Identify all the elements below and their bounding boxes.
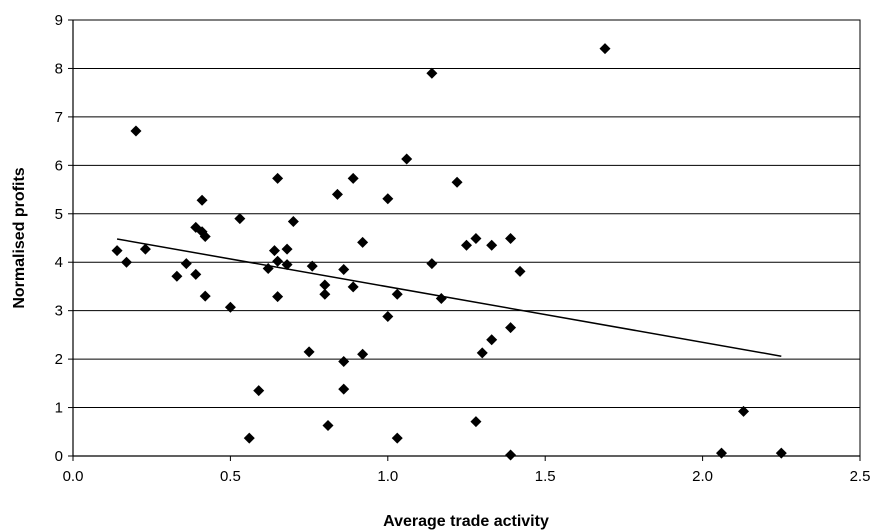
y-tick-label: 2: [55, 351, 63, 368]
data-point: [287, 216, 299, 228]
y-tick-label: 3: [55, 303, 63, 320]
data-point: [139, 243, 151, 255]
x-axis-ticks: 0.0 0.5 1.0 1.5 2.0 2.5: [63, 456, 871, 485]
y-tick-label: 4: [55, 254, 63, 271]
data-point: [253, 385, 265, 397]
x-tick-label: 2.0: [692, 468, 713, 485]
data-point: [401, 153, 413, 165]
data-point: [505, 449, 517, 461]
data-point: [476, 347, 488, 359]
gridlines: [73, 19, 860, 409]
data-point: [715, 447, 727, 459]
y-tick-label: 6: [55, 157, 63, 174]
data-point: [303, 346, 315, 358]
data-point: [234, 213, 246, 225]
data-point: [451, 176, 463, 188]
data-points: [111, 43, 787, 461]
data-point: [281, 259, 293, 271]
y-tick-label: 1: [55, 400, 63, 417]
data-point: [196, 194, 208, 206]
data-point: [357, 236, 369, 248]
data-point: [470, 232, 482, 244]
y-tick-label: 8: [55, 60, 63, 77]
data-point: [190, 268, 202, 280]
data-point: [171, 270, 183, 282]
data-point: [338, 383, 350, 395]
data-point: [199, 231, 211, 243]
data-point: [111, 245, 123, 257]
plot-area: [72, 19, 861, 457]
data-point: [391, 288, 403, 300]
data-point: [224, 301, 236, 313]
x-axis-title: Average trade activity: [383, 513, 549, 530]
data-point: [272, 291, 284, 303]
data-point: [391, 432, 403, 444]
data-point: [470, 416, 482, 428]
data-point: [272, 255, 284, 267]
data-point: [599, 43, 611, 55]
y-tick-label: 5: [55, 206, 63, 223]
data-point: [272, 172, 284, 184]
trendline-group: [116, 238, 782, 357]
data-point: [243, 432, 255, 444]
y-tick-label: 7: [55, 109, 63, 126]
data-point: [281, 243, 293, 255]
data-point: [319, 279, 331, 291]
data-point: [319, 288, 331, 300]
y-tick-label: 9: [55, 12, 63, 29]
x-tick-label: 1.5: [535, 468, 556, 485]
x-tick-label: 0.5: [220, 468, 241, 485]
data-point: [486, 239, 498, 251]
data-point: [426, 67, 438, 79]
x-tick-label: 0.0: [63, 468, 84, 485]
data-point: [775, 447, 787, 459]
data-point: [199, 290, 211, 302]
data-point: [461, 239, 472, 251]
y-axis-title: Normalised profits: [11, 167, 28, 308]
data-point: [505, 232, 517, 244]
data-point: [331, 188, 343, 200]
data-point: [382, 310, 394, 322]
data-point: [338, 356, 350, 368]
data-point: [121, 256, 133, 268]
y-tick-label: 0: [55, 448, 63, 465]
trendline: [116, 238, 782, 357]
data-point: [505, 322, 517, 334]
data-point: [435, 293, 447, 305]
x-tick-label: 2.5: [850, 468, 871, 485]
y-axis-ticks: 0 1 2 3 4 5 6 7 8 9: [55, 12, 73, 465]
data-point: [262, 263, 274, 275]
data-point: [486, 334, 498, 346]
data-point: [347, 281, 359, 293]
data-point: [268, 245, 280, 257]
data-point: [322, 419, 334, 431]
data-point: [382, 193, 394, 205]
data-point: [426, 258, 438, 270]
data-point: [347, 172, 359, 184]
data-point: [338, 263, 350, 275]
x-tick-label: 1.0: [377, 468, 398, 485]
data-point: [306, 260, 318, 272]
data-point: [180, 258, 192, 270]
axis-lines: [72, 20, 860, 457]
data-point: [357, 348, 369, 360]
data-point: [514, 265, 526, 277]
data-point: [130, 125, 142, 137]
data-point: [738, 405, 750, 417]
